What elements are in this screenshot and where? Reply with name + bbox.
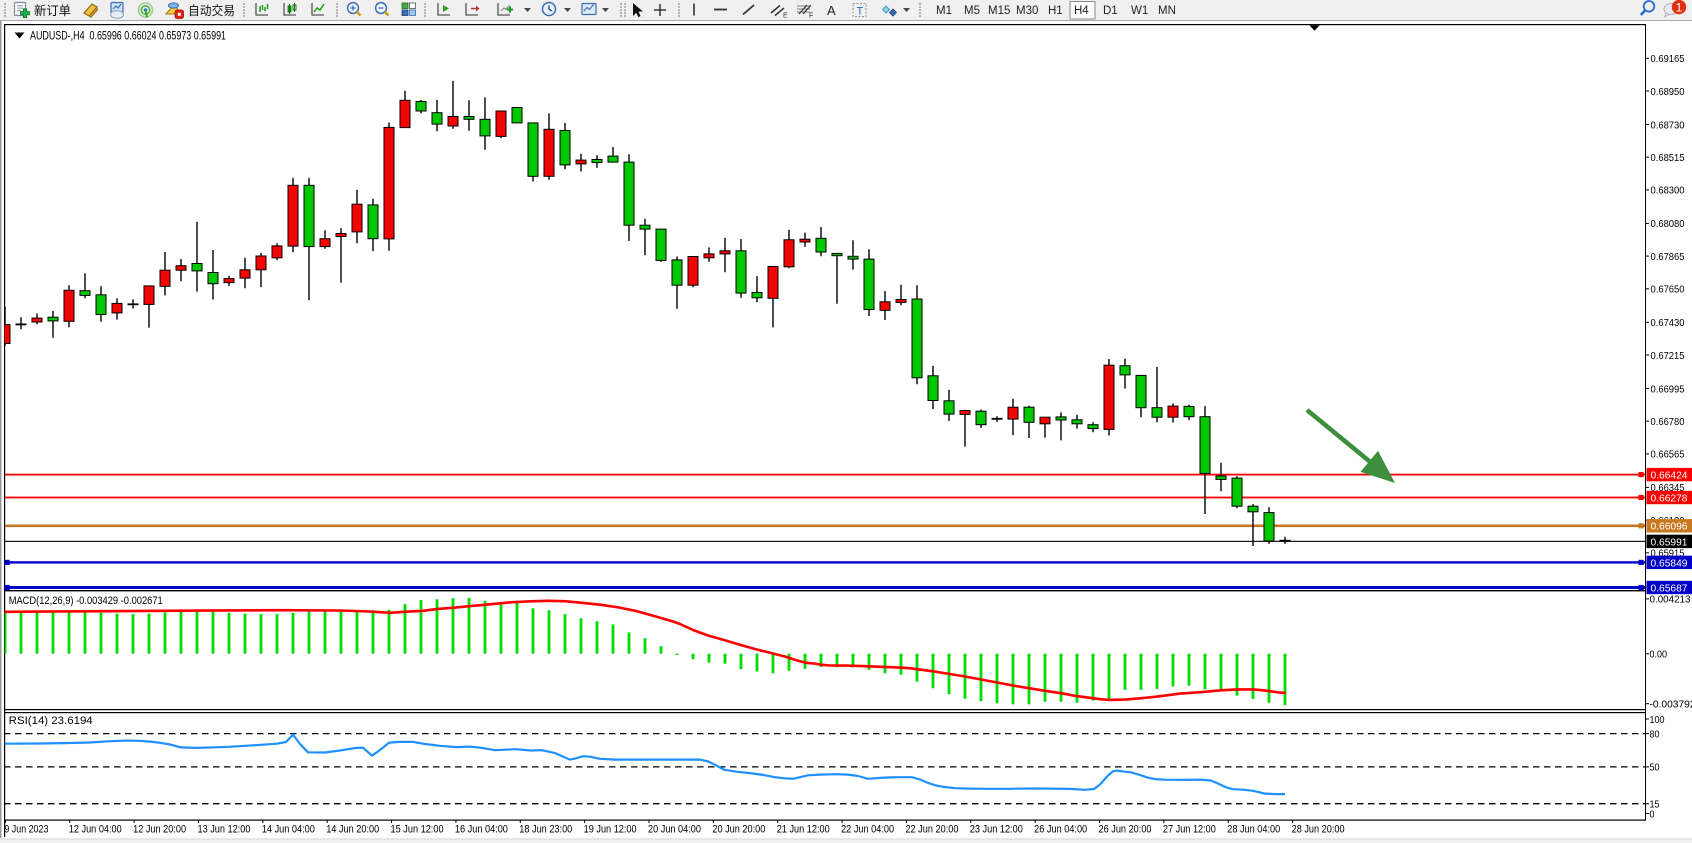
svg-text:M5: M5: [964, 5, 980, 17]
svg-text:15: 15: [1650, 800, 1660, 811]
svg-text:0.65687: 0.65687: [1651, 583, 1688, 594]
svg-text:50: 50: [1650, 763, 1660, 774]
svg-text:0.68730: 0.68730: [1651, 120, 1685, 131]
svg-text:0.66424: 0.66424: [1651, 471, 1688, 482]
svg-text:9 Jun 2023: 9 Jun 2023: [4, 824, 48, 836]
svg-text:0.69165: 0.69165: [1651, 54, 1685, 65]
svg-text:AUDUSD-,H4 0.65996 0.66024 0.: AUDUSD-,H4 0.65996 0.66024 0.65973 0.659…: [30, 30, 226, 43]
svg-text:18 Jun 23:00: 18 Jun 23:00: [519, 824, 572, 836]
svg-text:22 Jun 20:00: 22 Jun 20:00: [905, 824, 958, 836]
svg-text:MN: MN: [1158, 5, 1176, 17]
svg-text:T: T: [857, 6, 864, 18]
svg-text:0.00: 0.00: [1650, 650, 1668, 661]
svg-text:自动交易: 自动交易: [188, 3, 235, 18]
svg-text:0.65991: 0.65991: [1651, 537, 1688, 548]
svg-text:23 Jun 12:00: 23 Jun 12:00: [970, 824, 1023, 836]
svg-text:0: 0: [1650, 809, 1655, 820]
svg-text:新订单: 新订单: [34, 3, 71, 18]
svg-text:27 Jun 12:00: 27 Jun 12:00: [1163, 824, 1216, 836]
svg-text:16 Jun 04:00: 16 Jun 04:00: [455, 824, 508, 836]
svg-text:M15: M15: [988, 5, 1010, 17]
svg-text:14 Jun 20:00: 14 Jun 20:00: [326, 824, 379, 836]
svg-text:28 Jun 20:00: 28 Jun 20:00: [1292, 824, 1345, 836]
svg-text:14 Jun 04:00: 14 Jun 04:00: [262, 824, 315, 836]
svg-text:19 Jun 12:00: 19 Jun 12:00: [584, 824, 637, 836]
svg-text:0.67215: 0.67215: [1651, 351, 1685, 362]
svg-text:15 Jun 12:00: 15 Jun 12:00: [391, 824, 444, 836]
svg-text:22 Jun 04:00: 22 Jun 04:00: [841, 824, 894, 836]
svg-text:100: 100: [1650, 715, 1665, 726]
svg-text:RSI(14) 23.6194: RSI(14) 23.6194: [9, 715, 93, 727]
svg-text:0.67650: 0.67650: [1651, 285, 1685, 296]
svg-text:26 Jun 04:00: 26 Jun 04:00: [1034, 824, 1087, 836]
svg-text:0.66995: 0.66995: [1651, 384, 1685, 395]
svg-text:0.66345: 0.66345: [1651, 483, 1685, 494]
svg-text:20 Jun 04:00: 20 Jun 04:00: [648, 824, 701, 836]
svg-text:0.65915: 0.65915: [1651, 549, 1685, 560]
svg-text:W1: W1: [1131, 5, 1148, 17]
svg-text:12 Jun 04:00: 12 Jun 04:00: [69, 824, 122, 836]
svg-text:80: 80: [1650, 729, 1660, 740]
svg-text:0.004213: 0.004213: [1650, 595, 1691, 606]
svg-text:28 Jun 04:00: 28 Jun 04:00: [1227, 824, 1280, 836]
svg-text:0.67430: 0.67430: [1651, 318, 1685, 329]
svg-text:26 Jun 20:00: 26 Jun 20:00: [1099, 824, 1152, 836]
svg-text:M1: M1: [936, 5, 952, 17]
svg-text:0.67865: 0.67865: [1651, 252, 1685, 263]
svg-text:A: A: [827, 3, 836, 18]
svg-text:0.68080: 0.68080: [1651, 219, 1685, 230]
svg-text:0.68515: 0.68515: [1651, 153, 1685, 164]
svg-text:20 Jun 20:00: 20 Jun 20:00: [712, 824, 765, 836]
svg-text:-0.003792: -0.003792: [1650, 700, 1692, 711]
svg-text:0.68300: 0.68300: [1651, 186, 1685, 197]
svg-text:1: 1: [1676, 1, 1683, 15]
svg-text:0.65849: 0.65849: [1651, 558, 1688, 569]
svg-text:0.66096: 0.66096: [1651, 522, 1688, 533]
svg-text:MACD(12,26,9) -0.003429 -0.002: MACD(12,26,9) -0.003429 -0.002671: [9, 595, 163, 607]
svg-text:F: F: [809, 13, 813, 20]
svg-text:D1: D1: [1103, 5, 1118, 17]
svg-text:0.66565: 0.66565: [1651, 450, 1685, 461]
svg-text:E: E: [783, 13, 788, 20]
svg-text:12 Jun 20:00: 12 Jun 20:00: [133, 824, 186, 836]
svg-text:H4: H4: [1074, 5, 1089, 17]
svg-text:0.66278: 0.66278: [1651, 493, 1688, 504]
svg-text:0.68950: 0.68950: [1651, 87, 1685, 98]
svg-text:13 Jun 12:00: 13 Jun 12:00: [197, 824, 250, 836]
svg-text:21 Jun 12:00: 21 Jun 12:00: [777, 824, 830, 836]
svg-text:H1: H1: [1048, 5, 1063, 17]
svg-text:0.66780: 0.66780: [1651, 417, 1685, 428]
svg-text:M30: M30: [1016, 5, 1038, 17]
